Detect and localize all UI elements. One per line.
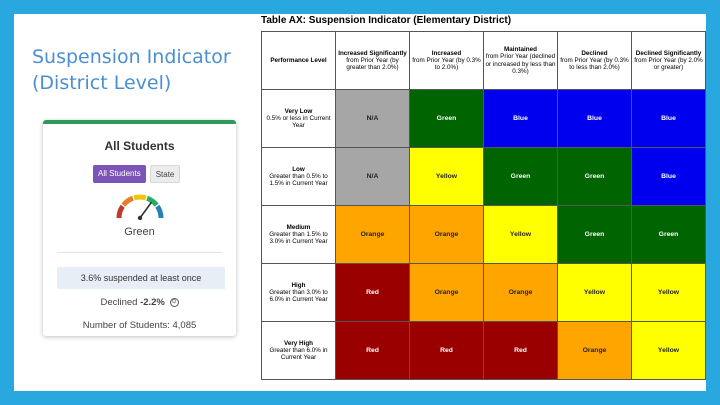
gauge-segment: [146, 195, 159, 207]
matrix-cell: Yellow: [631, 263, 706, 322]
matrix-cell: Green: [557, 147, 632, 206]
matrix-cell: Blue: [631, 89, 706, 148]
matrix-cell: Red: [483, 321, 558, 380]
card-divider: [57, 252, 222, 253]
gauge-segment: [133, 194, 147, 201]
matrix-cell: Red: [335, 263, 410, 322]
matrix-cell: Yellow: [557, 263, 632, 322]
student-count: Number of Students: 4,085: [82, 320, 197, 331]
matrix-cell: Orange: [335, 205, 410, 264]
tab-all-students[interactable]: All Students: [93, 165, 146, 183]
change-value: -2.2%: [140, 297, 165, 308]
gauge-segment: [116, 204, 125, 219]
matrix-cell: Red: [409, 321, 484, 380]
row-header: Very Low 0.5% or less in Current Year: [261, 89, 336, 148]
matrix-cell: Yellow: [631, 321, 706, 380]
matrix-cell: N/A: [335, 89, 410, 148]
student-group-tabs: All Students State: [93, 165, 181, 183]
row-header: High Greater than 3.0% to 6.0% in Current…: [261, 263, 336, 322]
column-header: Increased from Prior Year (by 0.3% to 2.0…: [409, 31, 484, 90]
suspension-rate: 3.6% suspended at least once: [57, 267, 225, 289]
matrix-cell: Red: [335, 321, 410, 380]
matrix-cell: Yellow: [483, 205, 558, 264]
matrix-row: Low Greater than 0.5% to 1.5% in Current …: [261, 147, 706, 206]
matrix-row: High Greater than 3.0% to 6.0% in Current…: [261, 263, 706, 322]
matrix-cell: Blue: [483, 89, 558, 148]
matrix-header-row: Performance Level Increased Significantl…: [261, 31, 706, 90]
table-title: Table AX: Suspension Indicator (Elementa…: [261, 15, 512, 26]
change-summary: Declined -2.2% ⊙: [43, 297, 236, 308]
matrix-row: Very High Greater than 6.0% in Current Ye…: [261, 321, 706, 380]
dashboard-card: All Students All Students State Green 3.…: [43, 120, 236, 336]
column-header: Maintained from Prior Year (declined or i…: [483, 31, 558, 90]
row-header: Low Greater than 0.5% to 1.5% in Current …: [261, 147, 336, 206]
column-header: Declined Significantly from Prior Year (b…: [631, 31, 706, 90]
column-header: Declined from Prior Year (by 0.3% to less…: [557, 31, 632, 90]
performance-matrix: Performance Level Increased Significantl…: [261, 31, 706, 380]
matrix-cell: Orange: [483, 263, 558, 322]
tab-state[interactable]: State: [149, 165, 181, 183]
change-label: Declined: [100, 297, 138, 308]
row-header: Very High Greater than 6.0% in Current Ye…: [261, 321, 336, 380]
matrix-cell: Green: [557, 205, 632, 264]
matrix-cell: Orange: [409, 205, 484, 264]
corner-header: Performance Level: [261, 31, 336, 90]
matrix-cell: Green: [631, 205, 706, 264]
matrix-row: Medium Greater than 1.5% to 3.0% in Curre…: [261, 205, 706, 264]
matrix-cell: Yellow: [409, 147, 484, 206]
matrix-cell: Green: [409, 89, 484, 148]
matrix-cell: Orange: [557, 321, 632, 380]
row-header: Medium Greater than 1.5% to 3.0% in Curre…: [261, 205, 336, 264]
slide-title: Suspension Indicator (District Level): [32, 46, 231, 94]
gauge-segment: [121, 195, 134, 207]
matrix-cell: Blue: [631, 147, 706, 206]
matrix-cell: Blue: [557, 89, 632, 148]
matrix-row: Very Low 0.5% or less in Current Year N/A G…: [261, 89, 706, 148]
gauge-color-label: Green: [124, 226, 155, 238]
matrix-cell: Green: [483, 147, 558, 206]
slide: Suspension Indicator (District Level) Al…: [14, 14, 706, 391]
performance-gauge-icon: [116, 194, 164, 220]
gauge-segment: [155, 204, 164, 219]
matrix-cell: N/A: [335, 147, 410, 206]
info-icon[interactable]: ⊙: [169, 297, 179, 307]
column-header: Increased Significantly from Prior Year (…: [335, 31, 410, 90]
gauge-needle: [139, 201, 152, 219]
card-title: All Students: [104, 139, 175, 153]
matrix-cell: Orange: [409, 263, 484, 322]
